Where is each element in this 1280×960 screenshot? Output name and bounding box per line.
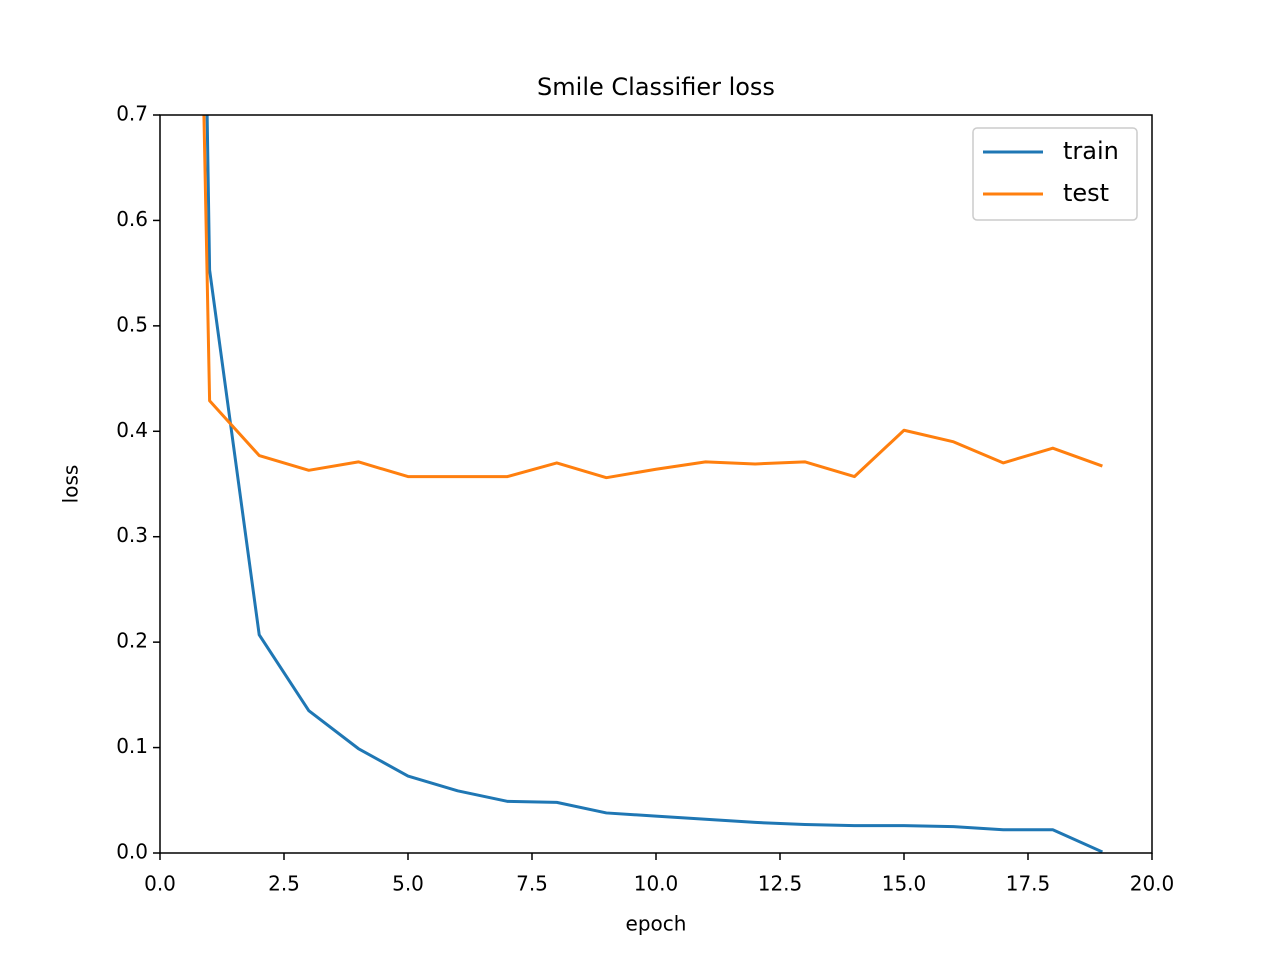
y-tick-label: 0.5 — [116, 312, 148, 336]
y-tick-label: 0.2 — [116, 629, 148, 653]
y-tick-label: 0.0 — [116, 840, 148, 864]
y-tick-label: 0.4 — [116, 418, 148, 442]
line-series — [205, 115, 1104, 853]
y-tick-label: 0.7 — [116, 102, 148, 126]
x-tick-label: 0.0 — [144, 872, 176, 896]
x-tick-label: 17.5 — [1006, 872, 1051, 896]
legend-label: train — [1063, 137, 1119, 165]
x-tick-label: 10.0 — [634, 872, 679, 896]
y-tick-label: 0.1 — [116, 734, 148, 758]
x-tick-label: 2.5 — [268, 872, 300, 896]
x-tick-label: 5.0 — [392, 872, 424, 896]
x-tick-label: 12.5 — [758, 872, 803, 896]
line-series — [202, 115, 1103, 480]
x-tick-label: 7.5 — [516, 872, 548, 896]
y-tick-label: 0.3 — [116, 523, 148, 547]
y-axis-label: loss — [59, 465, 83, 504]
x-axis-label: epoch — [626, 912, 687, 936]
plot-lines — [202, 115, 1104, 853]
plot-frame — [159, 114, 1153, 854]
y-tick-label: 0.6 — [116, 207, 148, 231]
x-tick-label: 20.0 — [1130, 872, 1175, 896]
chart-title: Smile Classifier loss — [537, 73, 775, 101]
x-tick-label: 15.0 — [882, 872, 927, 896]
legend-label: test — [1063, 179, 1109, 207]
